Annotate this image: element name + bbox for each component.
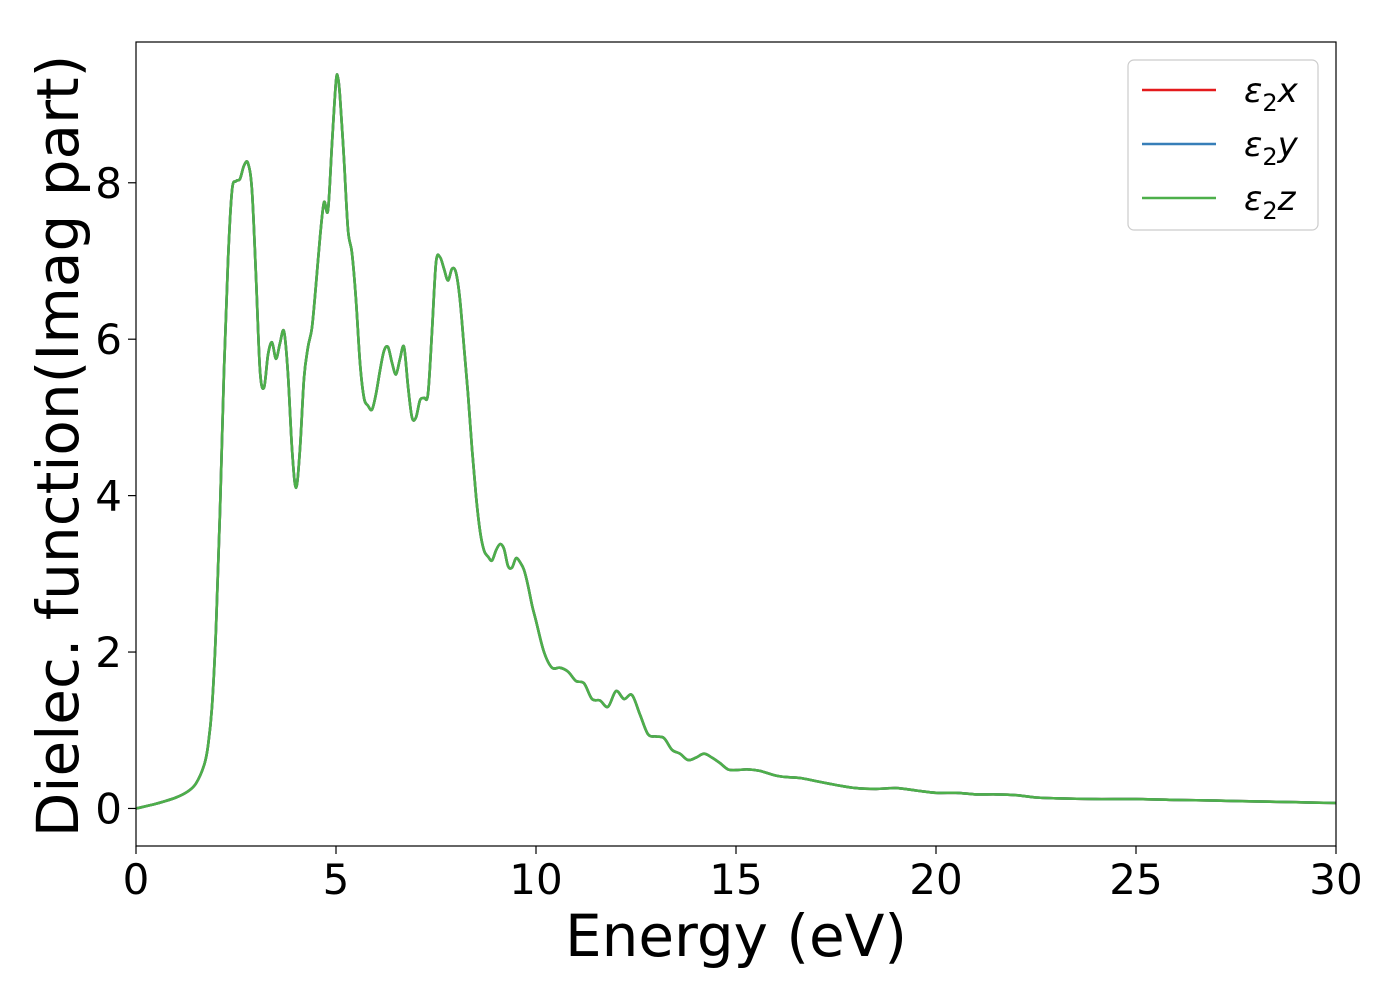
y-tick-label: 4	[95, 472, 122, 521]
legend-label-y: ε2y	[1244, 125, 1299, 171]
series-line-z	[136, 73, 1336, 810]
legend-subscript: 2	[1262, 89, 1277, 117]
legend-box	[1127, 59, 1319, 231]
legend-label-z: ε2z	[1244, 179, 1297, 225]
legend-component: y	[1277, 125, 1299, 165]
series-layer	[136, 73, 1336, 810]
legend-component: z	[1277, 179, 1297, 219]
y-tick-label: 8	[95, 159, 122, 208]
x-tick-label: 0	[123, 855, 150, 904]
x-tick-label: 5	[323, 855, 350, 904]
legend-subscript: 2	[1262, 197, 1277, 225]
x-axis-title: Energy (eV)	[565, 902, 907, 970]
y-axis: 0 2 4 6 8	[95, 159, 136, 833]
x-axis: 0 5 10 15 20 25 30	[123, 846, 1363, 904]
x-tick-label: 15	[709, 855, 762, 904]
legend-subscript: 2	[1262, 143, 1277, 171]
y-tick-label: 2	[95, 628, 122, 677]
legend-symbol: ε	[1244, 71, 1262, 111]
y-axis-title: Dielec. function(Imag part)	[24, 55, 92, 838]
x-tick-label: 25	[1109, 855, 1162, 904]
legend-label-x: ε2x	[1244, 71, 1299, 117]
legend-symbol: ε	[1244, 179, 1262, 219]
legend-symbol: ε	[1244, 125, 1262, 165]
x-tick-label: 20	[909, 855, 962, 904]
x-tick-label: 10	[509, 855, 562, 904]
x-tick-label: 30	[1309, 855, 1362, 904]
y-tick-label: 0	[95, 784, 122, 833]
legend-component: x	[1277, 71, 1299, 111]
y-tick-label: 6	[95, 315, 122, 364]
